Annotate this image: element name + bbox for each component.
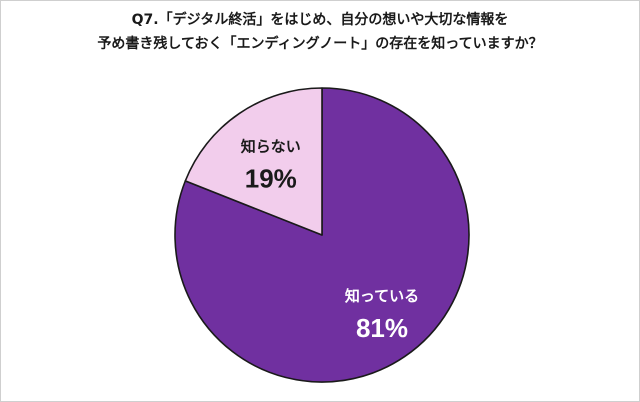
title-line-2: 予め書き残しておく「エンディングノート」の存在を知っていますか？ (97, 36, 543, 52)
chart-title: Q7.「デジタル終活」をはじめ、自分の想いや大切な情報を 予め書き残しておく「エ… (0, 8, 640, 56)
slice-value-label-0: 81% (356, 313, 408, 343)
pie-slice-1 (184, 87, 323, 236)
slice-label-0: 知っている (345, 287, 419, 305)
slice-value-label-1: 19% (245, 164, 297, 194)
title-line-1: Q7.「デジタル終活」をはじめ、自分の想いや大切な情報を (131, 12, 509, 28)
slice-label-1: 知らない (241, 138, 301, 156)
